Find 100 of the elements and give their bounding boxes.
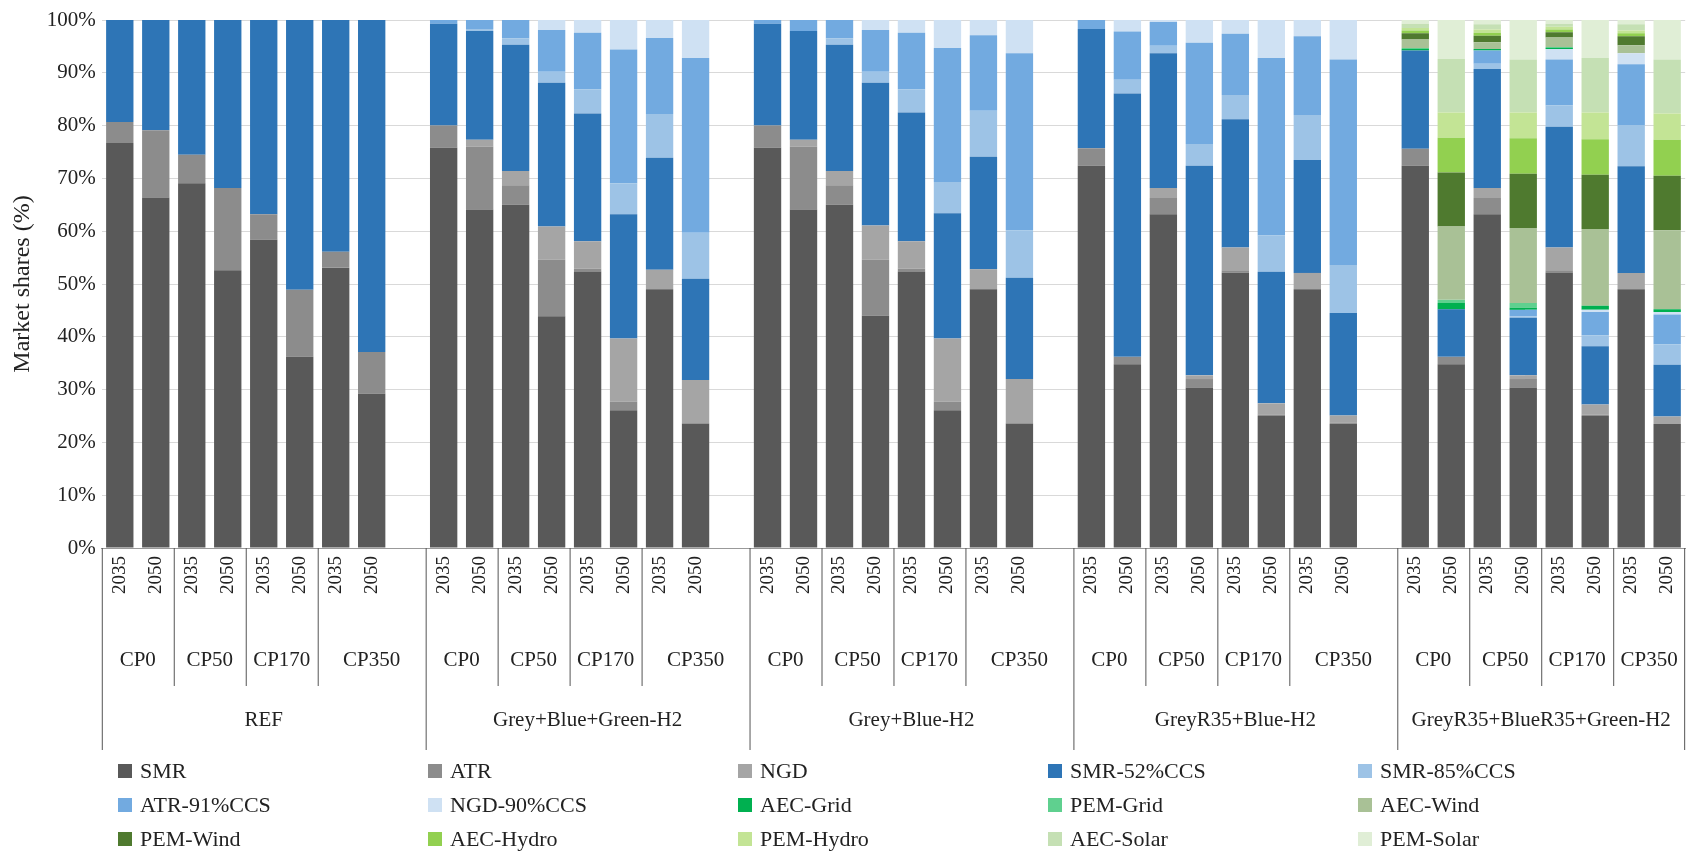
bar [897, 32, 926, 90]
bar [573, 241, 602, 269]
x-tick-label: 2050 [1187, 556, 1209, 594]
bar [250, 239, 278, 548]
bar [789, 20, 818, 32]
y-tick-label: 30% [57, 376, 96, 401]
bar [429, 23, 458, 126]
bar [1437, 59, 1465, 113]
bar [1401, 20, 1429, 24]
legend-label: ATR [450, 758, 492, 784]
bar [933, 47, 962, 183]
bar [501, 44, 530, 172]
y-tick-label: 90% [57, 59, 96, 84]
bar [825, 38, 854, 45]
bar [1149, 214, 1178, 548]
bar [1113, 20, 1142, 32]
bar [933, 401, 962, 411]
bar [681, 380, 710, 424]
bar [933, 20, 962, 48]
legend-label: AEC-Solar [1070, 826, 1168, 852]
bar [861, 20, 890, 31]
text: GreyR35+BlueR35+Green-H2 [1411, 706, 1671, 731]
bar [1077, 148, 1106, 166]
bar [1401, 165, 1429, 548]
bar [1185, 165, 1214, 376]
bar [1329, 313, 1357, 416]
bar [825, 20, 854, 39]
bar [573, 89, 602, 114]
bar [825, 44, 854, 172]
legend-label: PEM-Grid [1070, 792, 1163, 818]
bar [609, 410, 638, 548]
bar [1473, 197, 1501, 215]
bar [1113, 364, 1142, 548]
bar [861, 30, 890, 72]
bar [897, 20, 926, 33]
text: CP0 [1415, 646, 1452, 671]
x-tick-label: 2050 [215, 556, 237, 594]
bar [861, 315, 890, 548]
bar [1581, 112, 1609, 140]
bar [969, 156, 998, 270]
bar [1545, 270, 1573, 273]
bar [1293, 115, 1321, 160]
x-tick-label: 2050 [1007, 556, 1029, 594]
bar [1077, 165, 1106, 548]
bar [1005, 53, 1034, 231]
bar [465, 28, 494, 32]
bar [1401, 33, 1429, 40]
bar [1221, 272, 1250, 548]
bar [609, 338, 638, 402]
bar [1617, 125, 1645, 167]
bar [1473, 214, 1501, 548]
x-tick-label: 2035 [1223, 556, 1245, 594]
bar [1545, 272, 1573, 548]
bar [969, 289, 998, 548]
bar [609, 183, 638, 215]
bar [573, 271, 602, 548]
bar [1005, 20, 1034, 54]
bar [1509, 309, 1537, 317]
bar [789, 209, 818, 548]
bar [1185, 20, 1214, 43]
bar [1437, 299, 1465, 304]
bar [897, 271, 926, 548]
bar [465, 20, 494, 29]
bar [322, 251, 350, 268]
bar [753, 23, 782, 126]
y-tick-label: 40% [57, 323, 96, 348]
text: CP170 [1224, 646, 1282, 671]
bar [537, 316, 566, 548]
bar [1185, 379, 1214, 388]
bar [573, 32, 602, 90]
bar [250, 20, 278, 215]
legend-label: PEM-Solar [1380, 826, 1479, 852]
bar [1437, 303, 1465, 310]
bar [429, 20, 458, 24]
bar [681, 278, 710, 381]
y-tick-label: 70% [57, 164, 96, 189]
bar [1185, 144, 1214, 166]
text: REF [244, 706, 283, 731]
bar [681, 58, 710, 233]
bar [1329, 59, 1357, 265]
bar [753, 20, 782, 24]
bar [609, 214, 638, 339]
bar [1401, 23, 1429, 28]
x-tick-label: 2035 [647, 556, 669, 594]
bar [1113, 31, 1142, 80]
bar [537, 71, 566, 83]
legend-label: PEM-Hydro [760, 826, 869, 852]
bar [897, 268, 926, 272]
x-tick-label: 2035 [899, 556, 921, 594]
x-tick-label: 2050 [143, 556, 165, 594]
bar [1653, 314, 1681, 345]
bar [681, 20, 710, 59]
y-tick-label: 0% [67, 534, 96, 559]
bar [933, 338, 962, 402]
legend-label: SMR-85%CCS [1380, 758, 1516, 784]
legend-label: PEM-Wind [140, 826, 241, 852]
text: CP350 [666, 646, 725, 671]
x-tick-label: 2050 [1331, 556, 1353, 594]
bar [1437, 226, 1465, 300]
text: CP0 [767, 646, 804, 671]
